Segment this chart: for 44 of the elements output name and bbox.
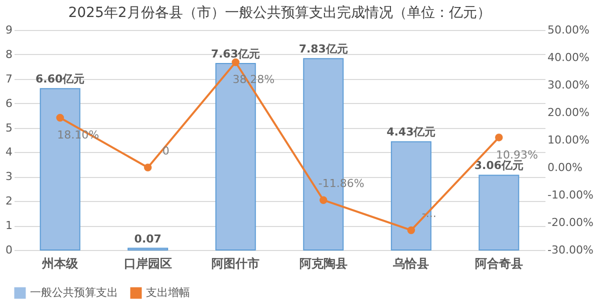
data-label: 6.60亿元 bbox=[36, 72, 85, 86]
y-tick-label: 8 bbox=[6, 48, 12, 61]
x-tick-label: 阿合奇县 bbox=[474, 256, 523, 270]
data-label: 7.63亿元 bbox=[211, 47, 260, 60]
point bbox=[232, 58, 240, 66]
y2-tick-label: 10.00% bbox=[548, 134, 590, 146]
y-tick-label: 5 bbox=[6, 121, 12, 134]
y-tick-label: 6 bbox=[6, 96, 12, 110]
point bbox=[144, 164, 152, 172]
data-label: 0.07 bbox=[134, 232, 162, 246]
data-label: 10.93% bbox=[496, 148, 538, 162]
chart-title: 2025年2月份各县（市）一般公共预算支出完成情况（单位：亿元） bbox=[68, 5, 491, 21]
x-tick-label: 州本级 bbox=[41, 256, 80, 270]
y2-tick-label: 30.00% bbox=[548, 78, 590, 92]
data-label: -... bbox=[422, 207, 436, 220]
y-tick-label: 2 bbox=[6, 194, 12, 208]
point bbox=[320, 196, 328, 204]
legend-label: 支出增幅 bbox=[146, 286, 190, 299]
y-tick-label: 4 bbox=[6, 146, 12, 159]
y-tick-label: 0 bbox=[6, 244, 12, 256]
point bbox=[495, 134, 503, 142]
x-tick-label: 阿克陶县 bbox=[299, 256, 348, 270]
y2-tick-label: 20.00% bbox=[548, 106, 590, 119]
y2-tick-label: 50.00% bbox=[548, 24, 590, 36]
y-tick-label: 7 bbox=[6, 72, 12, 86]
x-tick-label: 阿图什市 bbox=[212, 256, 260, 270]
y-tick-label: 1 bbox=[6, 219, 12, 232]
bar bbox=[478, 174, 520, 250]
y-tick-label: 9 bbox=[6, 24, 12, 36]
y2-tick-label: -20.00% bbox=[548, 216, 594, 229]
data-label: 0 bbox=[162, 144, 170, 158]
point bbox=[407, 226, 416, 234]
y2-tick-label: -30.00% bbox=[548, 244, 594, 256]
point bbox=[56, 114, 64, 122]
y2-tick-label: 40.00% bbox=[548, 51, 590, 64]
data-label: 7.83亿元 bbox=[298, 42, 348, 56]
y2-tick-label: -10.00% bbox=[548, 188, 594, 202]
data-label: 3.06亿元 bbox=[474, 159, 524, 172]
y2-tick-label: 0.00% bbox=[548, 161, 582, 174]
legend-label: 一般公共预算支出 bbox=[30, 286, 118, 299]
x-tick-label: 口岸园区 bbox=[124, 256, 172, 270]
y-tick-label: 3 bbox=[6, 170, 12, 184]
x-tick-label: 乌恰县 bbox=[392, 256, 430, 270]
data-label: 4.43亿元 bbox=[386, 126, 436, 139]
